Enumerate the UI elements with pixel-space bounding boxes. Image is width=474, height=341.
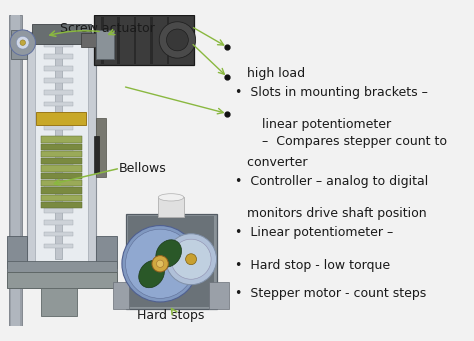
Bar	[44, 196, 73, 201]
Bar	[44, 244, 73, 248]
Bar	[44, 137, 73, 142]
Bar	[44, 232, 73, 236]
Circle shape	[20, 40, 26, 45]
Text: •  Slots in mounting brackets –: • Slots in mounting brackets –	[235, 86, 428, 99]
Text: converter: converter	[235, 155, 307, 168]
Bar	[41, 158, 82, 164]
Bar	[44, 220, 73, 225]
Bar	[44, 149, 73, 154]
Ellipse shape	[158, 194, 184, 201]
Bar	[41, 180, 82, 186]
Circle shape	[156, 260, 164, 267]
Bar	[35, 35, 88, 265]
Bar	[41, 173, 82, 179]
Bar	[41, 187, 82, 194]
Text: –  Compares stepper count to: – Compares stepper count to	[246, 135, 447, 148]
Circle shape	[122, 225, 198, 302]
Bar	[81, 33, 96, 47]
Bar	[96, 236, 118, 268]
Text: Bellows: Bellows	[118, 162, 166, 175]
Bar	[44, 102, 73, 106]
Bar	[113, 282, 129, 309]
Circle shape	[186, 254, 197, 265]
Bar	[7, 261, 118, 272]
Bar	[41, 195, 82, 201]
Text: high load: high load	[235, 66, 305, 79]
Bar	[101, 17, 104, 63]
Bar	[158, 197, 184, 217]
Bar	[44, 161, 73, 165]
Bar	[44, 125, 73, 130]
Circle shape	[171, 239, 211, 279]
Bar	[209, 282, 229, 309]
Text: linear potentiometer: linear potentiometer	[246, 118, 391, 131]
Bar	[118, 17, 120, 63]
Circle shape	[17, 36, 29, 49]
Circle shape	[152, 255, 168, 272]
Bar	[41, 136, 82, 143]
Bar	[41, 144, 82, 150]
Bar	[41, 202, 82, 208]
Bar	[44, 184, 73, 189]
Circle shape	[126, 229, 195, 298]
Circle shape	[166, 29, 188, 51]
Bar	[27, 32, 96, 268]
Bar	[44, 78, 73, 83]
Text: •  Linear potentiometer –: • Linear potentiometer –	[235, 226, 393, 239]
Bar	[44, 55, 73, 59]
Bar	[44, 114, 73, 118]
Circle shape	[10, 30, 36, 55]
Bar	[96, 118, 106, 177]
Ellipse shape	[139, 261, 164, 288]
Text: •  Hard stop - low torque: • Hard stop - low torque	[235, 258, 390, 272]
Bar	[44, 173, 73, 177]
Text: monitors drive shaft position: monitors drive shaft position	[235, 207, 427, 220]
Bar	[41, 151, 82, 157]
Bar	[44, 43, 73, 47]
Bar	[166, 17, 169, 63]
Bar	[128, 217, 214, 307]
Bar	[7, 272, 118, 288]
Bar	[11, 30, 27, 59]
Text: Screw actuator: Screw actuator	[60, 21, 155, 34]
Bar	[36, 112, 86, 124]
Text: Hard stops: Hard stops	[137, 309, 205, 322]
Ellipse shape	[156, 240, 182, 267]
Text: •  Stepper motor - count steps: • Stepper motor - count steps	[235, 286, 426, 299]
Bar	[44, 66, 73, 71]
Bar	[7, 236, 27, 268]
Bar	[32, 25, 91, 44]
Text: •  Controller – analog to digital: • Controller – analog to digital	[235, 175, 428, 188]
Bar	[11, 15, 20, 326]
Bar	[41, 288, 77, 316]
Bar	[134, 17, 137, 63]
Bar	[41, 165, 82, 172]
Circle shape	[159, 22, 196, 58]
Circle shape	[165, 234, 217, 285]
Bar	[96, 30, 114, 59]
Bar	[94, 15, 194, 65]
Bar	[44, 208, 73, 213]
Bar	[55, 41, 62, 259]
Bar	[94, 136, 99, 173]
Bar	[126, 214, 217, 309]
Bar	[44, 90, 73, 94]
Bar	[9, 15, 22, 326]
Bar	[150, 17, 153, 63]
